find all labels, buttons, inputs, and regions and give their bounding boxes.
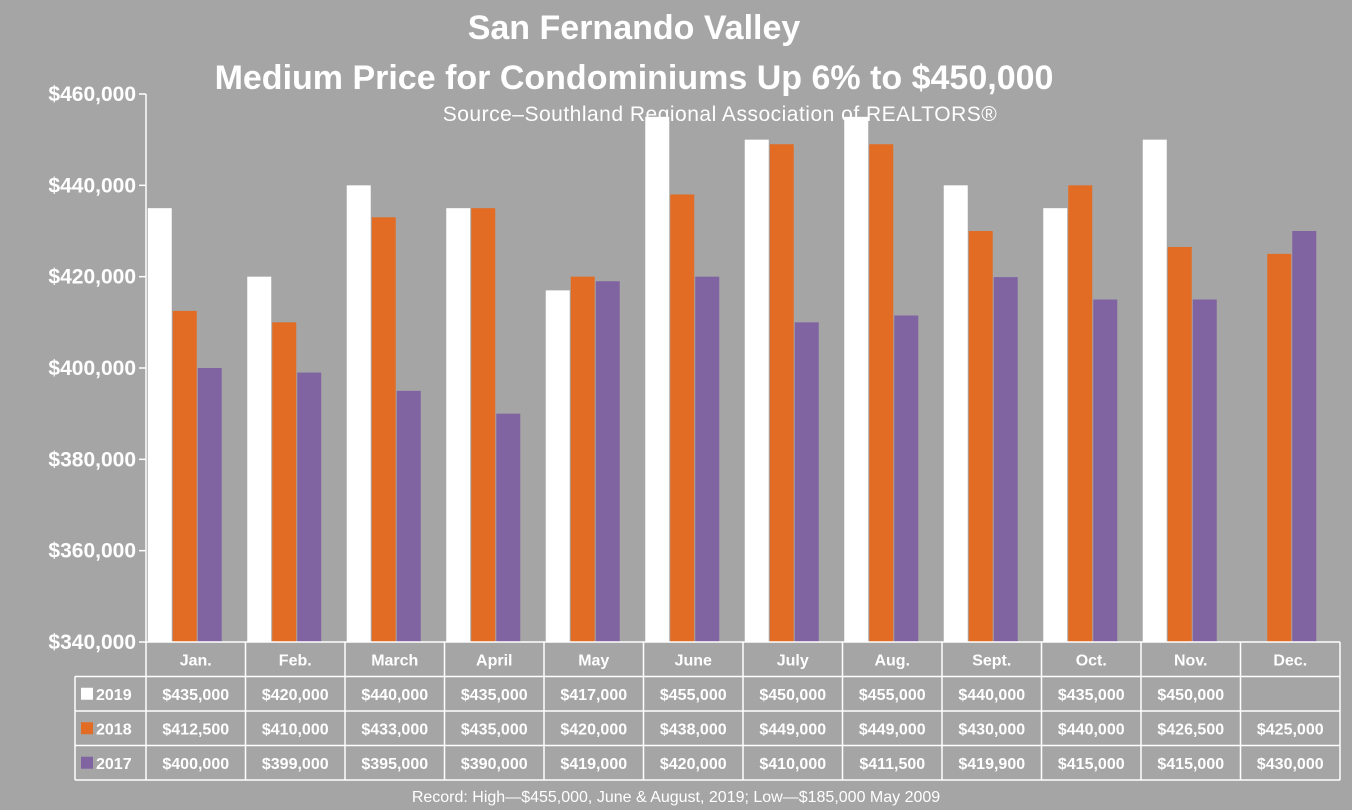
bar-2017-1 xyxy=(197,368,222,642)
data-label: $438,000 xyxy=(660,721,727,738)
data-label: $455,000 xyxy=(859,687,926,704)
bar-2019-9 xyxy=(943,185,968,643)
data-label: $390,000 xyxy=(461,756,528,773)
x-tick-label: March xyxy=(371,652,418,669)
data-label: $455,000 xyxy=(660,687,727,704)
data-label: $419,000 xyxy=(560,756,627,773)
bar-2017-5 xyxy=(595,281,620,642)
data-label: $450,000 xyxy=(759,687,826,704)
x-tick-label: April xyxy=(476,652,512,669)
bar-2018-4 xyxy=(471,208,496,642)
data-label: $411,500 xyxy=(859,756,925,773)
x-tick-label: Aug. xyxy=(874,652,910,669)
data-label: $440,000 xyxy=(361,687,428,704)
legend-swatch-2017 xyxy=(81,756,93,769)
chart-title: San Fernando Valley xyxy=(467,9,801,47)
bar-2018-10 xyxy=(1068,185,1093,643)
x-tick-label: July xyxy=(777,652,809,669)
data-label: $435,000 xyxy=(1058,687,1125,704)
data-label: $395,000 xyxy=(361,756,428,773)
data-label: $410,000 xyxy=(759,756,826,773)
legend-label: 2019 xyxy=(96,687,132,704)
data-label: $435,000 xyxy=(162,687,229,704)
x-tick-label: Nov. xyxy=(1174,652,1207,669)
data-label: $410,000 xyxy=(262,721,329,738)
data-label: $435,000 xyxy=(461,687,528,704)
data-label: $449,000 xyxy=(759,721,826,738)
bar-2017-6 xyxy=(695,276,720,642)
y-tick-label: $360,000 xyxy=(48,540,136,563)
bar-2019-5 xyxy=(545,290,570,642)
data-label: $433,000 xyxy=(361,721,428,738)
x-tick-label: Dec. xyxy=(1273,652,1307,669)
bar-2017-7 xyxy=(794,322,819,642)
bar-2018-8 xyxy=(869,144,894,642)
bar-2017-8 xyxy=(894,315,919,642)
legend-swatch-2019 xyxy=(81,687,93,700)
data-label: $449,000 xyxy=(859,721,926,738)
bar-2019-3 xyxy=(346,185,371,643)
y-tick-label: $440,000 xyxy=(48,174,136,197)
bar-2017-11 xyxy=(1192,299,1217,642)
x-tick-label: June xyxy=(675,652,712,669)
y-tick-label: $400,000 xyxy=(48,357,136,380)
data-label: $435,000 xyxy=(461,721,528,738)
data-label: $440,000 xyxy=(958,687,1025,704)
chart-subtitle: Medium Price for Condominiums Up 6% to $… xyxy=(214,59,1054,97)
bar-2018-6 xyxy=(670,194,695,642)
bar-2017-3 xyxy=(396,390,421,642)
y-tick-label: $420,000 xyxy=(48,266,136,289)
data-label: $450,000 xyxy=(1157,687,1224,704)
data-label: $399,000 xyxy=(262,756,329,773)
bar-2019-11 xyxy=(1142,139,1167,642)
y-tick-label: $340,000 xyxy=(48,631,136,654)
bar-2018-12 xyxy=(1267,253,1292,643)
x-tick-label: Jan. xyxy=(180,652,212,669)
legend-label: 2017 xyxy=(96,756,132,773)
bar-2018-5 xyxy=(570,276,595,642)
x-tick-label: Sept. xyxy=(972,652,1011,669)
bar-2017-9 xyxy=(993,277,1018,642)
data-label: $400,000 xyxy=(162,756,229,773)
bar-2019-7 xyxy=(744,139,769,642)
bar-2019-6 xyxy=(645,116,670,643)
y-tick-label: $380,000 xyxy=(48,448,136,471)
data-label: $420,000 xyxy=(560,721,627,738)
legend-label: 2018 xyxy=(96,721,132,738)
data-label: $417,000 xyxy=(560,687,627,704)
bar-2018-7 xyxy=(769,144,794,642)
bar-2019-1 xyxy=(147,208,172,642)
bar-2018-11 xyxy=(1167,246,1192,642)
bar-2018-9 xyxy=(968,231,993,642)
data-label: $420,000 xyxy=(660,756,727,773)
data-label: $430,000 xyxy=(958,721,1025,738)
data-label: $430,000 xyxy=(1257,756,1324,773)
data-label: $419,900 xyxy=(958,756,1025,773)
bar-2017-12 xyxy=(1292,231,1317,642)
bar-2019-8 xyxy=(844,116,869,643)
bar-2019-4 xyxy=(446,208,471,642)
data-label: $415,000 xyxy=(1058,756,1125,773)
data-label: $426,500 xyxy=(1157,721,1224,738)
data-label: $420,000 xyxy=(262,687,329,704)
bar-2017-4 xyxy=(496,413,521,642)
bar-chart: $340,000 $360,000 $380,000 $400,000 $420,000… xyxy=(48,83,1341,781)
bar-2017-2 xyxy=(297,372,322,642)
bar-2019-10 xyxy=(1043,208,1068,642)
y-tick-label: $460,000 xyxy=(48,83,136,106)
legend-swatch-2018 xyxy=(81,722,93,735)
x-tick-label: Oct. xyxy=(1076,652,1107,669)
data-label: $415,000 xyxy=(1157,756,1224,773)
x-tick-label: Feb. xyxy=(279,652,312,669)
bar-2018-2 xyxy=(272,322,297,642)
chart-footnote: Record: High—$455,000, June & August, 20… xyxy=(411,789,941,806)
bar-2018-1 xyxy=(172,310,197,642)
bar-2017-10 xyxy=(1093,299,1118,642)
bar-2019-2 xyxy=(247,276,272,642)
data-label: $425,000 xyxy=(1257,721,1324,738)
bar-2018-3 xyxy=(371,217,396,643)
data-label: $412,500 xyxy=(162,721,229,738)
data-label: $440,000 xyxy=(1058,721,1125,738)
x-tick-label: May xyxy=(578,652,609,669)
